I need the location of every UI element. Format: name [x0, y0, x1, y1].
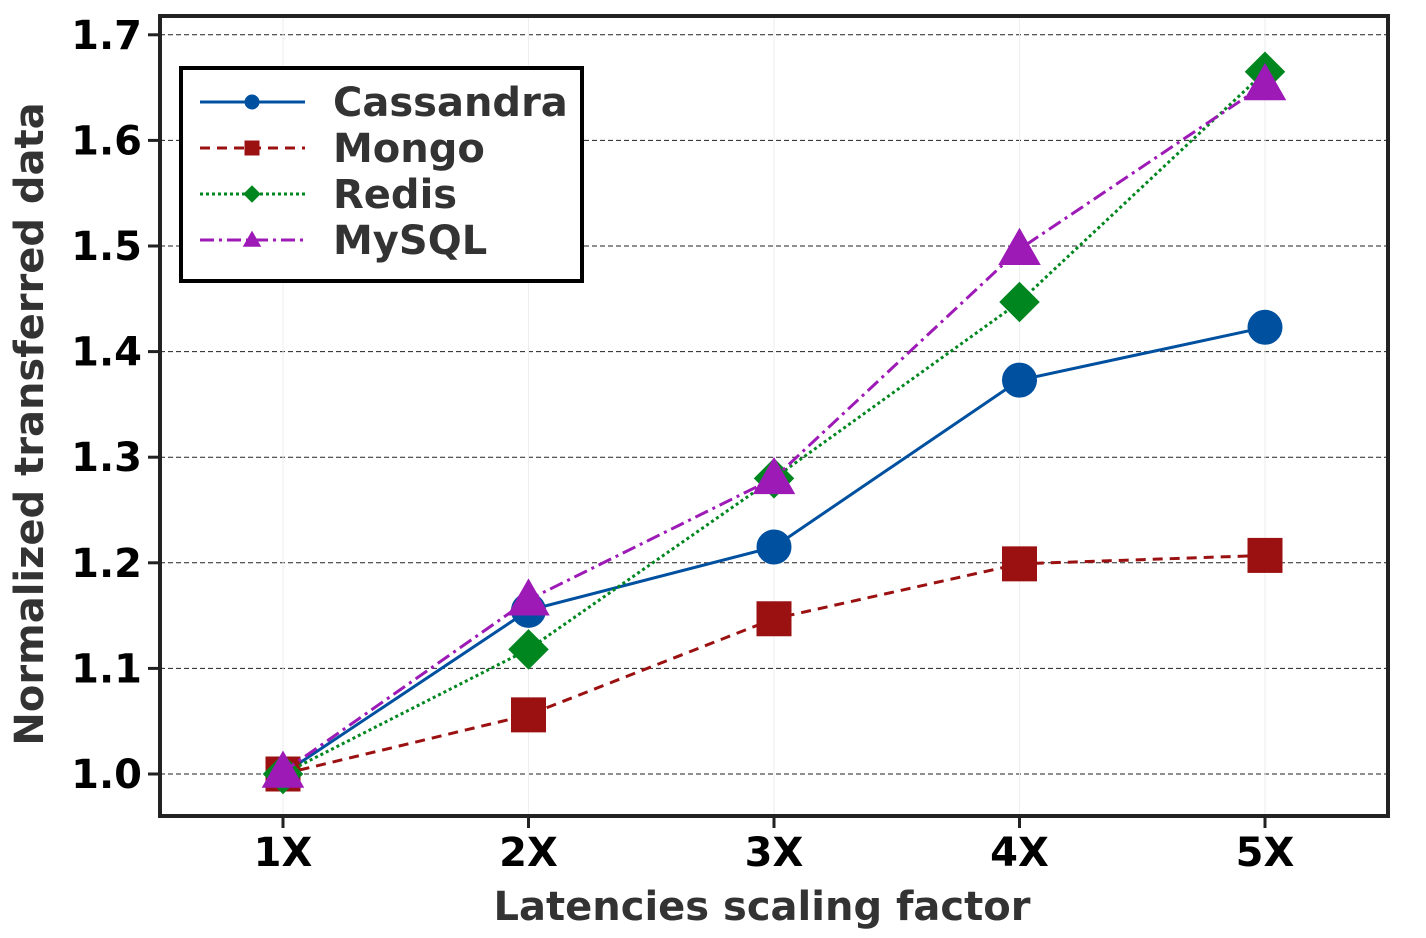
x-tick-label: 5X [1236, 830, 1295, 876]
data-point [756, 601, 792, 637]
y-tick-label: 1.2 [71, 541, 142, 587]
legend-entry-redis: Redis [200, 172, 457, 218]
y-tick-label: 1.5 [71, 224, 142, 270]
data-point [756, 529, 792, 565]
data-point [998, 227, 1041, 265]
legend-entry-mongo: Mongo [200, 126, 485, 172]
legend-entry-mysql: MySQL [200, 218, 487, 264]
legend-marker [244, 140, 260, 156]
series-mysql [261, 63, 1287, 788]
legend-label: MySQL [333, 218, 487, 264]
y-tick-label: 1.0 [71, 752, 142, 798]
data-point [1247, 537, 1283, 573]
data-point [261, 750, 305, 788]
data-point [752, 456, 796, 495]
y-tick-label: 1.1 [71, 646, 142, 692]
legend-marker [242, 230, 262, 247]
legend-marker [243, 185, 261, 203]
y-tick-label: 1.4 [71, 330, 142, 376]
x-axis-title: Latencies scaling factor [494, 884, 1031, 930]
x-tick-label: 1X [254, 830, 313, 876]
x-axis-ticks: 1X 2X 3X 4X 5X [254, 816, 1295, 876]
data-point [511, 697, 546, 733]
y-axis-ticks: 1.0 1.1 1.2 1.3 1.4 1.5 1.6 1.7 [71, 13, 160, 798]
data-point [1247, 309, 1283, 345]
legend-label: Redis [333, 172, 457, 218]
data-series [261, 51, 1287, 795]
legend-marker [244, 94, 260, 110]
legend-label: Cassandra [333, 80, 568, 126]
x-tick-label: 3X [745, 830, 804, 876]
x-tick-label: 2X [499, 830, 558, 876]
x-tick-label: 4X [990, 830, 1049, 876]
y-tick-label: 1.7 [71, 13, 142, 59]
data-point [507, 578, 550, 616]
data-point [1002, 362, 1037, 398]
legend-entry-cassandra: Cassandra [200, 80, 568, 126]
y-tick-label: 1.3 [71, 435, 142, 481]
y-tick-label: 1.6 [71, 118, 142, 164]
legend-label: Mongo [333, 126, 485, 172]
data-point [508, 629, 549, 670]
data-point [1002, 546, 1037, 582]
data-point [999, 281, 1040, 323]
y-axis-title: Normalized transferred data [7, 102, 53, 745]
data-point [1243, 63, 1287, 101]
